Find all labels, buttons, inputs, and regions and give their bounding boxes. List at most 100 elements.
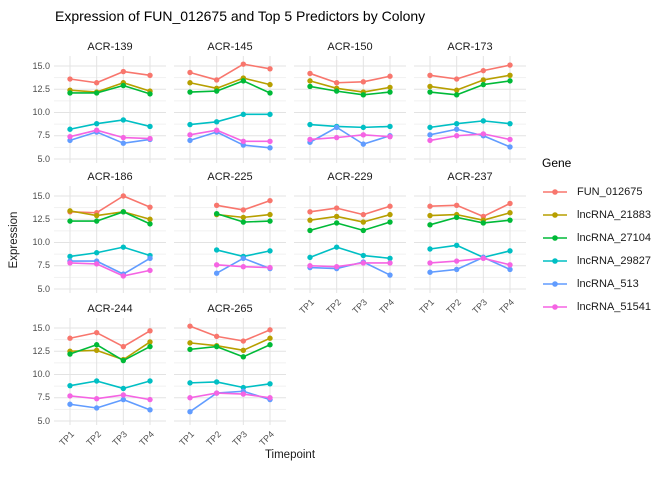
legend-items: FUN_012675lncRNA_21883lncRNA_27104lncRNA…: [542, 180, 651, 318]
data-point: [481, 220, 486, 225]
data-point: [121, 344, 126, 349]
data-point: [334, 88, 339, 93]
data-point: [214, 77, 219, 82]
data-point: [361, 125, 366, 130]
data-point: [67, 208, 72, 213]
data-point: [214, 344, 219, 349]
facet-plot: [414, 56, 526, 163]
data-point: [147, 256, 152, 261]
data-point: [147, 221, 152, 226]
y-tick-label: 10.0: [20, 237, 50, 248]
data-point: [427, 84, 432, 89]
data-point: [507, 201, 512, 206]
data-point: [427, 270, 432, 275]
data-point: [361, 253, 366, 258]
legend-item-label: lncRNA_513: [577, 278, 639, 290]
legend-title: Gene: [542, 156, 651, 170]
data-point: [187, 132, 192, 137]
data-point: [214, 119, 219, 124]
data-point: [507, 144, 512, 149]
data-point: [507, 73, 512, 78]
data-point: [361, 212, 366, 217]
data-point: [214, 211, 219, 216]
data-point: [267, 248, 272, 253]
data-point: [94, 80, 99, 85]
data-point: [507, 248, 512, 253]
data-point: [481, 256, 486, 261]
data-point: [387, 134, 392, 139]
facet-title: ACR-229: [294, 170, 406, 186]
data-point: [361, 141, 366, 146]
data-point: [94, 405, 99, 410]
data-point: [454, 87, 459, 92]
data-point: [214, 390, 219, 395]
data-point: [94, 127, 99, 132]
data-point: [307, 78, 312, 83]
data-point: [214, 127, 219, 132]
data-point: [187, 395, 192, 400]
data-point: [214, 88, 219, 93]
data-point: [187, 122, 192, 127]
data-point: [361, 79, 366, 84]
data-point: [307, 84, 312, 89]
facet-title: ACR-173: [414, 40, 526, 56]
data-point: [427, 260, 432, 265]
facet-plot: [174, 56, 286, 163]
data-point: [94, 261, 99, 266]
y-tick-label: 12.5: [20, 214, 50, 225]
data-point: [481, 77, 486, 82]
x-tick-label: TP2: [434, 297, 462, 325]
data-point: [507, 137, 512, 142]
data-point: [481, 131, 486, 136]
data-point: [147, 91, 152, 96]
facet-ACR-150: ACR-150: [294, 40, 406, 163]
data-point: [267, 265, 272, 270]
legend-item: FUN_012675: [542, 180, 651, 203]
data-point: [214, 334, 219, 339]
data-point: [387, 219, 392, 224]
data-point: [334, 214, 339, 219]
data-point: [214, 270, 219, 275]
data-point: [121, 117, 126, 122]
legend-key-icon: [542, 277, 568, 291]
data-point: [507, 121, 512, 126]
data-point: [241, 354, 246, 359]
legend-key-icon: [542, 185, 568, 199]
data-point: [307, 137, 312, 142]
data-point: [307, 217, 312, 222]
data-point: [241, 219, 246, 224]
legend-item: lncRNA_29827: [542, 249, 651, 272]
facet-title: ACR-237: [414, 170, 526, 186]
data-point: [147, 344, 152, 349]
data-point: [147, 268, 152, 273]
data-point: [121, 397, 126, 402]
data-point: [147, 204, 152, 209]
facet-plot: [174, 186, 286, 293]
data-point: [267, 212, 272, 217]
x-tick-label: TP3: [341, 297, 369, 325]
data-point: [361, 260, 366, 265]
data-point: [427, 138, 432, 143]
x-tick-label: TP4: [488, 297, 516, 325]
data-point: [334, 244, 339, 249]
data-point: [507, 267, 512, 272]
data-point: [334, 135, 339, 140]
data-point: [267, 66, 272, 71]
data-point: [187, 89, 192, 94]
data-point: [241, 78, 246, 83]
data-point: [507, 217, 512, 222]
data-point: [307, 228, 312, 233]
data-point: [454, 127, 459, 132]
x-tick-label: TP3: [461, 297, 489, 325]
facet-plot: [54, 186, 166, 293]
legend-key-icon: [542, 300, 568, 314]
facet-ACR-265: ACR-265TP1TP2TP3TP4: [174, 302, 286, 449]
y-tick-label: 7.5: [20, 130, 50, 141]
data-point: [121, 69, 126, 74]
data-point: [361, 219, 366, 224]
facet-ACR-145: ACR-145: [174, 40, 286, 163]
data-point: [387, 124, 392, 129]
data-point: [454, 243, 459, 248]
data-point: [187, 70, 192, 75]
data-point: [147, 407, 152, 412]
